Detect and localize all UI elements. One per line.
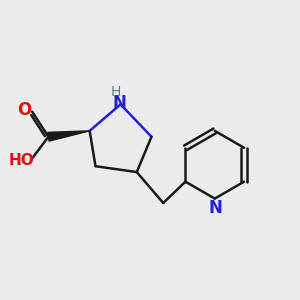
Polygon shape <box>48 131 90 141</box>
Text: N: N <box>208 199 222 217</box>
Text: H: H <box>111 85 121 99</box>
Text: O: O <box>17 101 31 119</box>
Text: N: N <box>112 94 126 112</box>
Text: HO: HO <box>8 153 34 168</box>
